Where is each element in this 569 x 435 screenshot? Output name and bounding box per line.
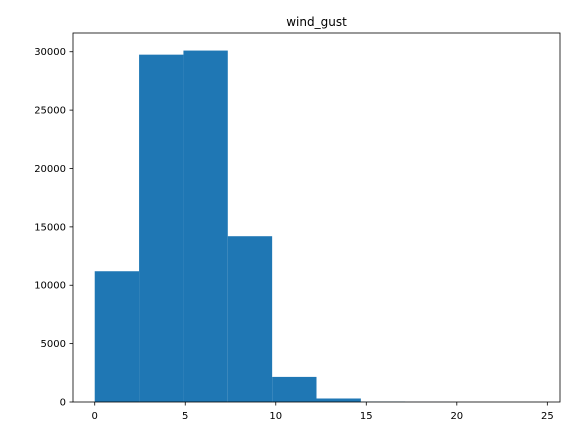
y-axis: 0 5000 10000 15000 20000 25000 30000 — [34, 47, 73, 409]
histogram-bars — [94, 50, 539, 402]
chart-title: wind_gust — [286, 15, 347, 29]
y-tick-label: 0 — [60, 398, 66, 409]
histogram-bar — [94, 271, 140, 402]
y-tick-label: 10000 — [34, 281, 66, 292]
x-tick-label: 0 — [92, 411, 98, 422]
x-axis: 0 5 10 15 20 25 — [92, 402, 554, 422]
x-tick-label: 25 — [541, 411, 554, 422]
x-tick-label: 10 — [269, 411, 282, 422]
histogram-bar — [272, 376, 317, 402]
plot-frame — [72, 32, 561, 403]
histogram-bar — [316, 398, 361, 402]
histogram-bar — [227, 236, 273, 402]
histogram-bar — [183, 50, 228, 402]
x-tick-label: 15 — [360, 411, 373, 422]
y-tick-label: 20000 — [34, 164, 66, 175]
y-tick-label: 25000 — [34, 106, 66, 117]
y-tick-label: 15000 — [34, 222, 66, 233]
x-tick-label: 5 — [182, 411, 188, 422]
y-tick-label: 30000 — [34, 47, 66, 58]
x-tick-label: 20 — [450, 411, 463, 422]
y-tick-label: 5000 — [41, 339, 66, 350]
histogram-bar — [139, 54, 184, 402]
